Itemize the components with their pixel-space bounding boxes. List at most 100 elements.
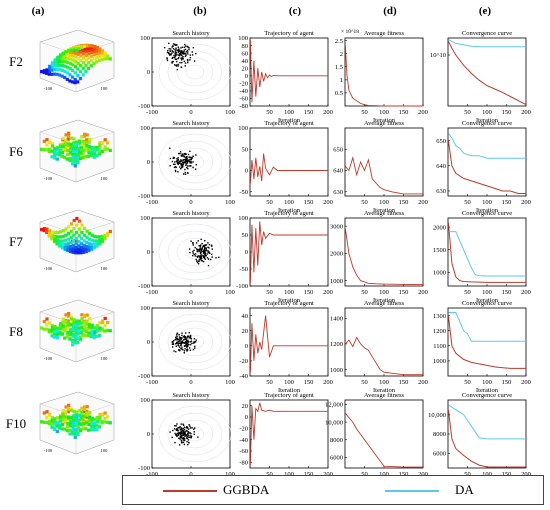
- search-point: [177, 434, 180, 436]
- search-point: [182, 441, 185, 443]
- search-point: [183, 336, 186, 339]
- y-tick-label: 100: [140, 397, 150, 404]
- search-point: [171, 46, 173, 48]
- surface-cell: [85, 247, 89, 251]
- search-point: [186, 156, 188, 158]
- surface-cell: [47, 147, 52, 151]
- surface-cell: [89, 64, 93, 68]
- search-point: [203, 251, 205, 253]
- surface-cell: [82, 409, 86, 414]
- surface-cell: [71, 51, 75, 55]
- x-tick-label: 200: [418, 199, 428, 206]
- x-axis-label: Iteration: [278, 117, 301, 124]
- search-point: [184, 439, 186, 442]
- surface-cell: [73, 432, 77, 436]
- search-point: [169, 431, 171, 433]
- surface-cell: [60, 154, 64, 158]
- search-point: [187, 443, 189, 446]
- search-point: [205, 248, 207, 250]
- surface-cell: [74, 242, 78, 246]
- surface-cell: [82, 249, 86, 253]
- surface-cell: [79, 142, 83, 146]
- surface-cell: [58, 235, 63, 239]
- surface-cell: [80, 410, 84, 414]
- y-tick-label: -80: [239, 460, 248, 467]
- search-point: [169, 165, 171, 167]
- surface-cell: [76, 341, 80, 345]
- y-tick-label: 20: [242, 403, 249, 410]
- legend-swatch-da: [385, 490, 439, 492]
- search-point: [179, 54, 181, 57]
- surface-cell: [95, 52, 99, 56]
- surface-cell: [76, 426, 81, 430]
- search-point: [174, 44, 176, 46]
- surface-cell: [69, 150, 73, 154]
- search-point: [196, 250, 198, 253]
- surface-cell: [65, 429, 69, 433]
- y-tick-label: 6000: [433, 451, 446, 458]
- surface-cell: [103, 138, 107, 142]
- panel-title: Trajectory of agent: [264, 120, 314, 127]
- surface-cell: [63, 64, 67, 68]
- surface-cell: [79, 246, 84, 250]
- surface-cell: [61, 317, 65, 321]
- x-tick-label: 100: [284, 379, 294, 386]
- search-point: [183, 345, 186, 347]
- surface-cell: [82, 233, 87, 237]
- search-point: [186, 344, 189, 346]
- surface-cell: [98, 54, 102, 58]
- surface-cell: [98, 326, 102, 330]
- surface-cell: [69, 244, 73, 249]
- search-point: [176, 160, 178, 162]
- surface-cell: [66, 242, 70, 246]
- surface-cell: [98, 143, 102, 147]
- surface-cell: [73, 164, 77, 168]
- search-point: [179, 161, 182, 163]
- x-tick-label: 50: [464, 471, 471, 478]
- search-point: [187, 431, 190, 433]
- search-point: [173, 157, 176, 159]
- search-point: [178, 349, 180, 351]
- search-point: [181, 432, 183, 434]
- surface-cell: [79, 54, 83, 58]
- search-point: [173, 56, 175, 59]
- surface-cell: [100, 57, 104, 62]
- average-fitness-plot: Average fitness × 10^18 50 100 150 200 0.5 1 1.5…: [335, 29, 428, 124]
- surface-tick-label: -100: [44, 266, 53, 271]
- search-point: [176, 60, 178, 63]
- surface-cell: [61, 229, 65, 233]
- panel-title: Convergence curve: [462, 210, 512, 217]
- search-point: [180, 59, 183, 61]
- search-point: [204, 244, 207, 246]
- search-point: [195, 52, 197, 55]
- surface-cell: [95, 419, 100, 424]
- y-tick-label: 0: [245, 168, 248, 175]
- y-tick-label: 20: [242, 328, 249, 335]
- y-tick-label: 20: [242, 65, 249, 72]
- surface-cell: [103, 54, 107, 58]
- surface-cell: [58, 327, 63, 331]
- surface-cell: [95, 326, 99, 330]
- surface-cell: [108, 148, 112, 152]
- surface-cell: [53, 147, 57, 151]
- surface-cell: [90, 247, 94, 251]
- convergence-plot: Convergence curve 50 100 150 200 10^10 Iterati…: [430, 30, 531, 124]
- search-point: [198, 245, 200, 247]
- surface-cell: [53, 58, 57, 62]
- search-point: [182, 164, 184, 167]
- search-point: [190, 338, 193, 340]
- search-point: [192, 47, 195, 49]
- surface-cell: [56, 416, 60, 420]
- search-point: [178, 444, 181, 446]
- search-point: [180, 427, 182, 429]
- surface-cell: [72, 149, 76, 153]
- x-tick-label: 0: [189, 289, 192, 296]
- surface-cell: [59, 53, 63, 57]
- surface-cell: [67, 225, 71, 229]
- surface-cell: [79, 331, 83, 335]
- search-point: [170, 53, 172, 55]
- surface-cell: [58, 73, 62, 77]
- surface-cell: [106, 57, 110, 61]
- trajectory-line: [249, 39, 328, 103]
